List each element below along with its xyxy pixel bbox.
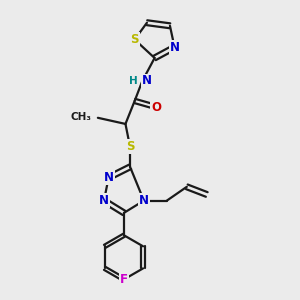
Text: N: N xyxy=(139,194,149,207)
Text: N: N xyxy=(142,74,152,88)
Text: CH₃: CH₃ xyxy=(71,112,92,122)
Text: H: H xyxy=(129,76,138,86)
Text: N: N xyxy=(99,194,109,207)
Text: S: S xyxy=(126,140,134,153)
Text: N: N xyxy=(169,41,179,54)
Text: N: N xyxy=(103,171,114,184)
Text: O: O xyxy=(151,100,161,114)
Text: F: F xyxy=(120,273,128,286)
Text: S: S xyxy=(130,33,139,46)
